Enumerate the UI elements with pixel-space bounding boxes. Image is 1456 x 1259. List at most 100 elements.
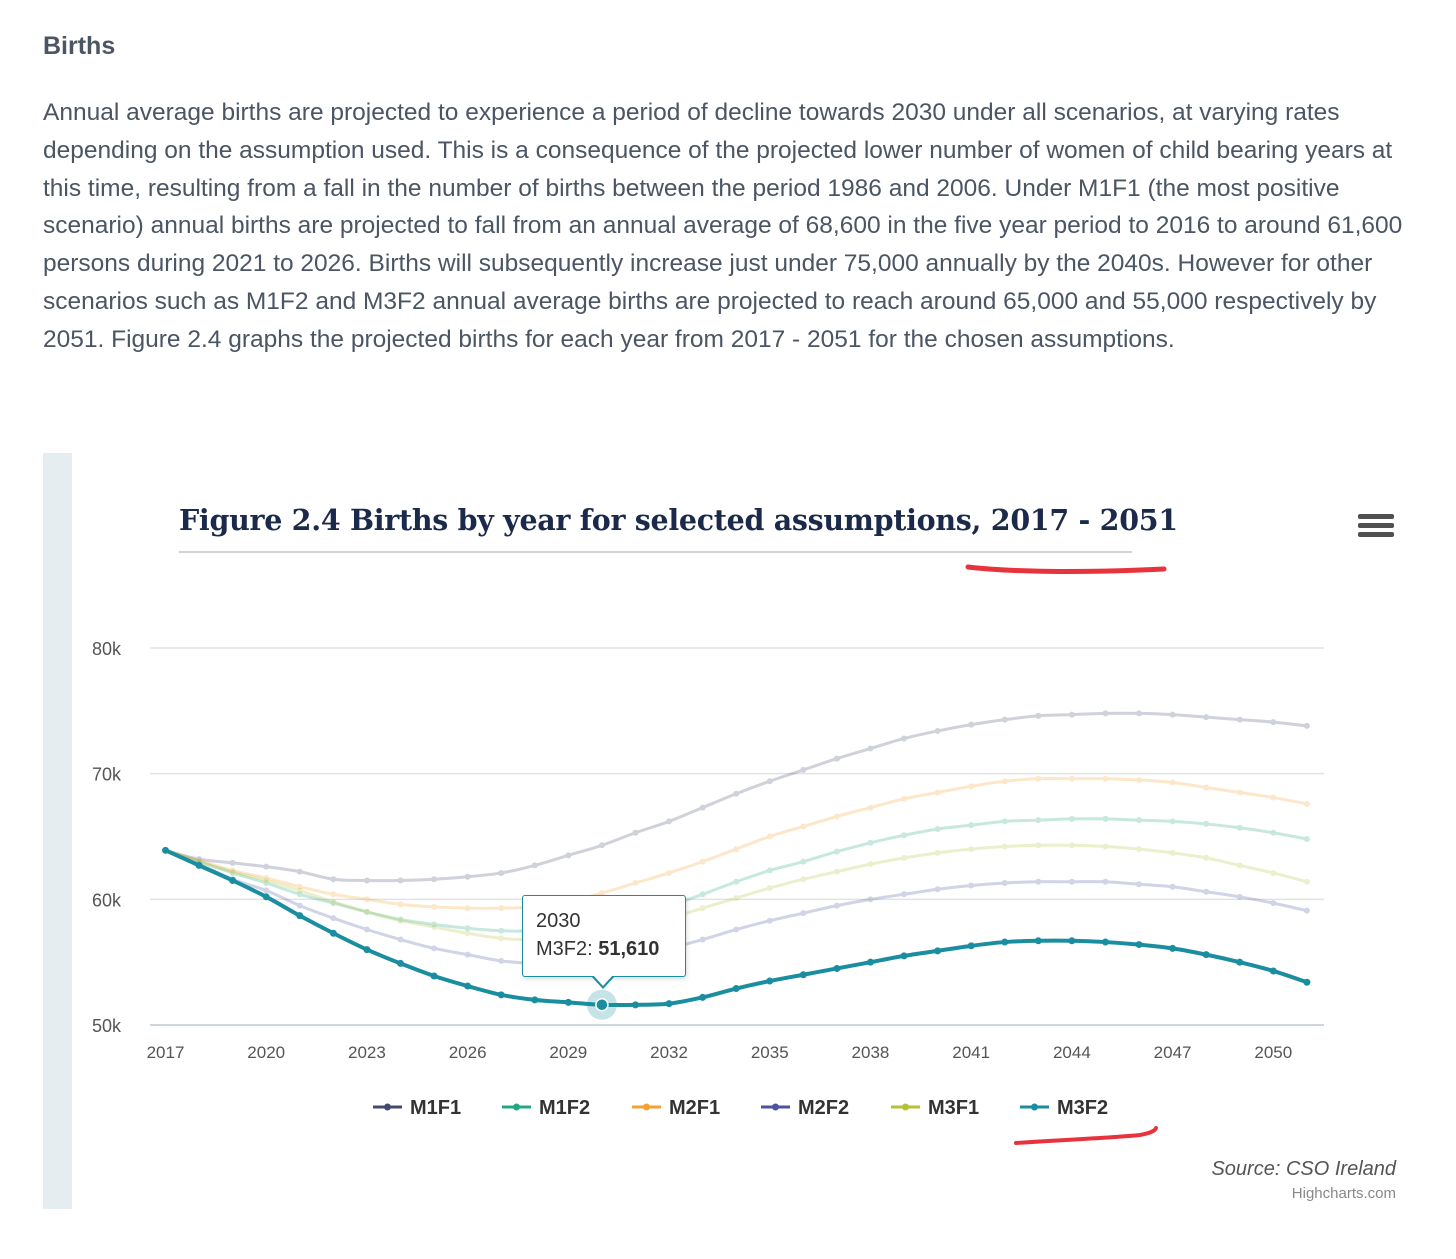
data-point[interactable] — [934, 886, 941, 893]
data-point[interactable] — [1035, 878, 1042, 885]
data-point[interactable] — [1035, 842, 1042, 849]
data-point[interactable] — [1203, 854, 1210, 861]
data-point[interactable] — [901, 832, 908, 839]
data-point[interactable] — [1102, 815, 1109, 822]
data-point[interactable] — [1068, 842, 1075, 849]
data-point[interactable] — [1169, 711, 1176, 718]
data-point[interactable] — [1270, 829, 1277, 836]
data-point[interactable] — [934, 727, 941, 734]
data-point[interactable] — [296, 883, 303, 890]
data-point[interactable] — [464, 873, 471, 880]
data-point[interactable] — [330, 900, 337, 907]
data-point[interactable] — [733, 895, 740, 902]
data-point[interactable] — [1270, 794, 1277, 801]
data-point[interactable] — [799, 971, 807, 979]
data-point[interactable] — [1102, 878, 1109, 885]
data-point[interactable] — [733, 790, 740, 797]
data-point[interactable] — [1236, 789, 1243, 796]
data-point[interactable] — [1169, 944, 1177, 952]
data-point[interactable] — [1303, 836, 1310, 843]
data-point[interactable] — [934, 789, 941, 796]
data-point[interactable] — [396, 959, 404, 967]
data-point[interactable] — [1203, 888, 1210, 895]
data-point[interactable] — [498, 905, 505, 912]
data-point[interactable] — [1035, 817, 1042, 824]
data-point[interactable] — [397, 901, 404, 908]
data-point[interactable] — [733, 846, 740, 853]
data-point[interactable] — [1303, 978, 1311, 986]
data-point[interactable] — [195, 861, 203, 869]
data-point[interactable] — [766, 778, 773, 785]
data-point[interactable] — [732, 985, 740, 993]
data-point[interactable] — [631, 1001, 639, 1009]
data-point[interactable] — [196, 856, 203, 863]
data-point[interactable] — [699, 858, 706, 865]
data-point[interactable] — [498, 935, 505, 942]
data-point[interactable] — [363, 926, 370, 933]
data-point[interactable] — [766, 867, 773, 874]
data-point[interactable] — [1102, 843, 1109, 850]
data-point[interactable] — [867, 839, 874, 846]
data-point[interactable] — [431, 921, 438, 928]
data-point[interactable] — [1001, 778, 1008, 785]
data-point[interactable] — [263, 874, 270, 881]
series-m2f2[interactable] — [162, 847, 1310, 967]
data-point[interactable] — [1236, 893, 1243, 900]
data-point[interactable] — [1102, 710, 1109, 717]
data-point[interactable] — [833, 902, 840, 909]
data-point[interactable] — [1236, 958, 1244, 966]
data-point[interactable] — [330, 891, 337, 898]
data-point[interactable] — [699, 936, 706, 943]
data-point[interactable] — [766, 833, 773, 840]
data-point[interactable] — [1203, 784, 1210, 791]
hover-point[interactable] — [595, 998, 609, 1012]
data-point[interactable] — [1001, 938, 1009, 946]
data-point[interactable] — [968, 783, 975, 790]
data-point[interactable] — [1169, 883, 1176, 890]
data-point[interactable] — [1034, 937, 1042, 945]
data-point[interactable] — [1303, 800, 1310, 807]
data-point[interactable] — [901, 854, 908, 861]
data-point[interactable] — [464, 982, 472, 990]
legend-item-m2f2[interactable]: M2F2 — [761, 1097, 849, 1119]
data-point[interactable] — [263, 877, 270, 884]
data-point[interactable] — [363, 908, 370, 915]
data-point[interactable] — [1303, 907, 1310, 914]
data-point[interactable] — [296, 912, 304, 920]
data-point[interactable] — [1236, 862, 1243, 869]
data-point[interactable] — [968, 721, 975, 728]
data-point[interactable] — [162, 846, 169, 854]
data-point[interactable] — [531, 862, 538, 869]
data-point[interactable] — [833, 755, 840, 762]
data-point[interactable] — [363, 946, 371, 954]
data-point[interactable] — [665, 1000, 673, 1008]
data-point[interactable] — [296, 887, 303, 894]
data-point[interactable] — [1101, 938, 1109, 946]
data-point[interactable] — [1068, 775, 1075, 782]
data-point[interactable] — [1136, 817, 1143, 824]
data-point[interactable] — [632, 879, 639, 886]
data-point[interactable] — [464, 925, 471, 932]
data-point[interactable] — [766, 885, 773, 892]
data-point[interactable] — [833, 813, 840, 820]
data-point[interactable] — [866, 958, 874, 966]
data-point[interactable] — [1068, 815, 1075, 822]
data-point[interactable] — [497, 991, 505, 999]
data-point[interactable] — [431, 903, 438, 910]
data-point[interactable] — [464, 930, 471, 937]
data-point[interactable] — [296, 902, 303, 909]
data-point[interactable] — [766, 977, 774, 985]
data-point[interactable] — [1068, 937, 1076, 945]
data-point[interactable] — [699, 993, 707, 1001]
data-point[interactable] — [1303, 722, 1310, 729]
data-point[interactable] — [833, 848, 840, 855]
data-point[interactable] — [330, 915, 337, 922]
data-point[interactable] — [867, 745, 874, 752]
data-point[interactable] — [699, 905, 706, 912]
data-point[interactable] — [934, 849, 941, 856]
data-point[interactable] — [564, 998, 572, 1006]
data-point[interactable] — [968, 846, 975, 853]
data-point[interactable] — [498, 927, 505, 934]
legend-item-m2f1[interactable]: M2F1 — [632, 1097, 720, 1119]
data-point[interactable] — [867, 804, 874, 811]
